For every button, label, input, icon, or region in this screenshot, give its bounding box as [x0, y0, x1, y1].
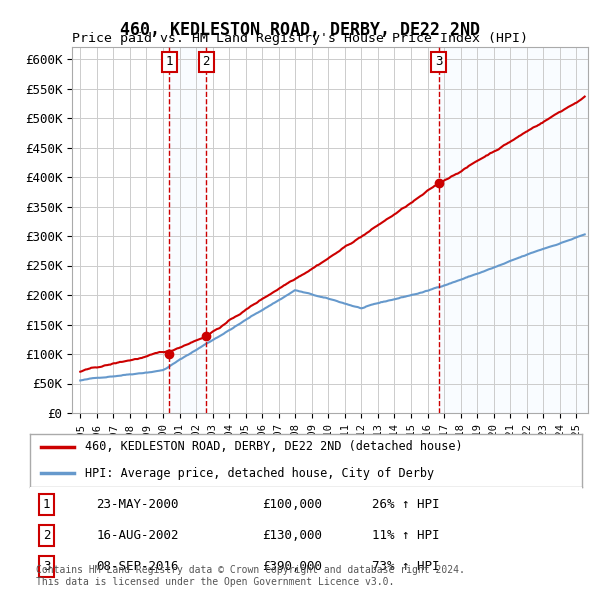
Text: 2: 2 — [203, 55, 210, 68]
Text: Contains HM Land Registry data © Crown copyright and database right 2024.
This d: Contains HM Land Registry data © Crown c… — [36, 565, 465, 587]
Text: 26% ↑ HPI: 26% ↑ HPI — [372, 498, 440, 511]
Text: 73% ↑ HPI: 73% ↑ HPI — [372, 560, 440, 573]
Text: 08-SEP-2016: 08-SEP-2016 — [96, 560, 179, 573]
Text: 23-MAY-2000: 23-MAY-2000 — [96, 498, 179, 511]
Text: 1: 1 — [43, 498, 50, 511]
Text: £130,000: £130,000 — [262, 529, 322, 542]
Text: £390,000: £390,000 — [262, 560, 322, 573]
Text: Price paid vs. HM Land Registry's House Price Index (HPI): Price paid vs. HM Land Registry's House … — [72, 32, 528, 45]
Text: 16-AUG-2002: 16-AUG-2002 — [96, 529, 179, 542]
Text: 3: 3 — [435, 55, 443, 68]
Text: 2: 2 — [43, 529, 50, 542]
Bar — [439, 47, 588, 413]
Text: £100,000: £100,000 — [262, 498, 322, 511]
Text: 460, KEDLESTON ROAD, DERBY, DE22 2ND: 460, KEDLESTON ROAD, DERBY, DE22 2ND — [120, 21, 480, 39]
Text: HPI: Average price, detached house, City of Derby: HPI: Average price, detached house, City… — [85, 467, 434, 480]
Text: 11% ↑ HPI: 11% ↑ HPI — [372, 529, 440, 542]
Bar — [169, 47, 206, 413]
Text: 3: 3 — [43, 560, 50, 573]
Text: 460, KEDLESTON ROAD, DERBY, DE22 2ND (detached house): 460, KEDLESTON ROAD, DERBY, DE22 2ND (de… — [85, 440, 463, 454]
Text: 1: 1 — [166, 55, 173, 68]
